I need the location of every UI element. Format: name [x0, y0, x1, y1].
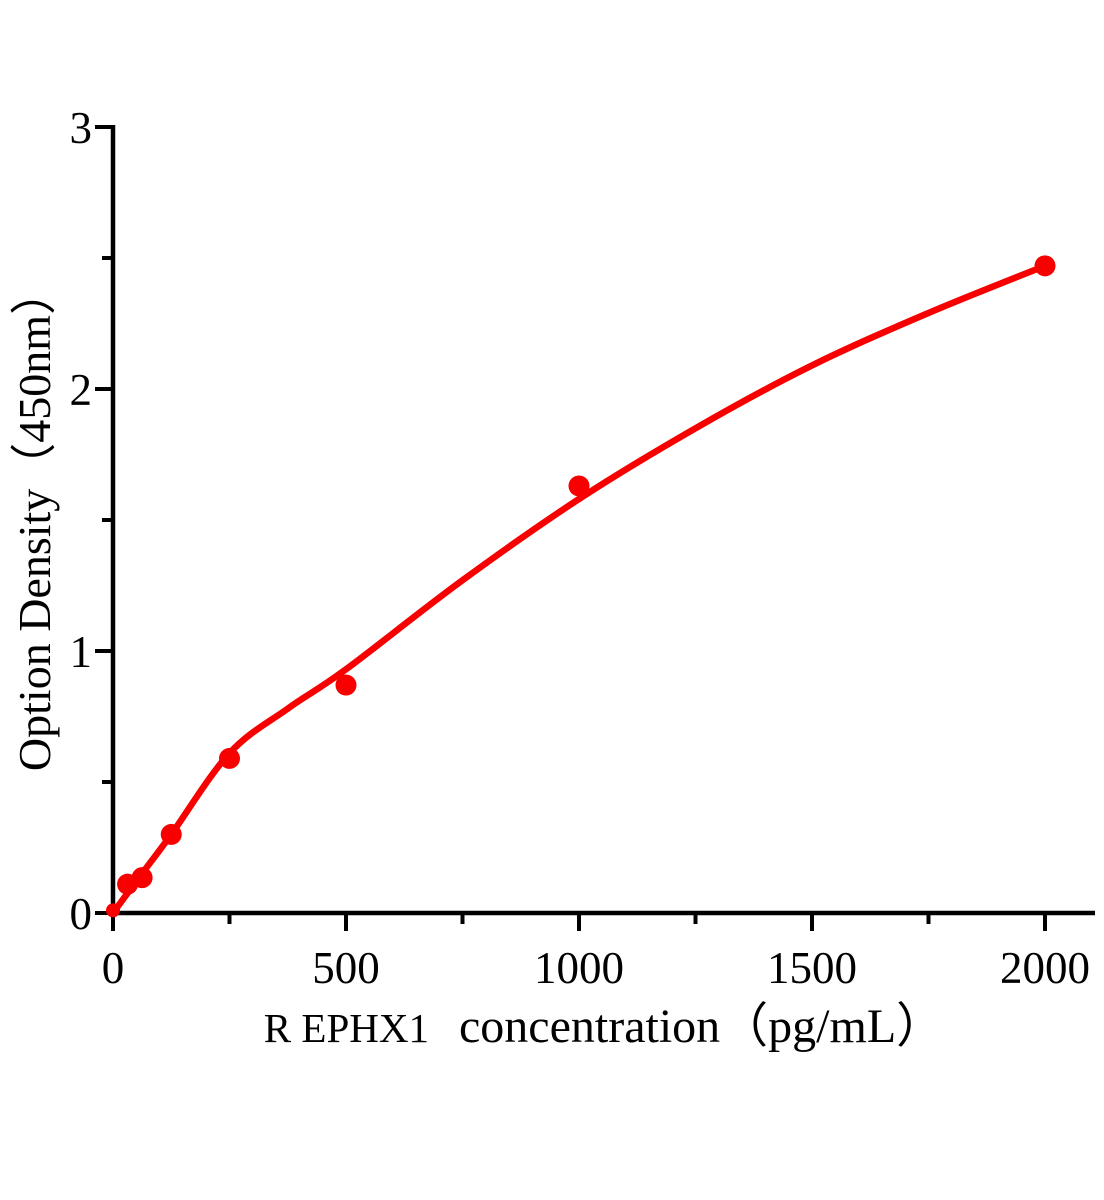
x-axis-tick-label: 1500 — [767, 943, 857, 993]
data-point — [160, 823, 182, 845]
y-axis-tick-label: 2 — [70, 365, 93, 415]
data-point — [219, 747, 240, 769]
y-axis-tick-label: 0 — [70, 889, 93, 939]
data-point — [1034, 255, 1056, 277]
data-point — [568, 475, 590, 497]
x-axis-tick-label: 0 — [102, 943, 125, 993]
x-axis-title-prefix: R EPHX1 — [263, 1005, 429, 1051]
x-axis-tick-label: 1000 — [534, 943, 624, 993]
axis-spines — [110, 125, 1095, 916]
x-axis-title-main: concentration（pg/mL） — [458, 1000, 945, 1053]
x-axis-tick-label: 500 — [312, 943, 380, 993]
y-axis-tick-label: 3 — [70, 103, 93, 153]
fit-curve — [109, 262, 1049, 917]
y-axis-tick-label: 1 — [70, 627, 93, 677]
data-point — [131, 867, 153, 889]
data-point — [106, 903, 120, 918]
standard-points — [106, 255, 1056, 918]
x-axis-title: R EPHX1 concentration（pg/mL） — [113, 986, 1095, 1056]
x-axis-tick-label: 2000 — [1000, 943, 1090, 993]
data-point — [335, 674, 357, 696]
